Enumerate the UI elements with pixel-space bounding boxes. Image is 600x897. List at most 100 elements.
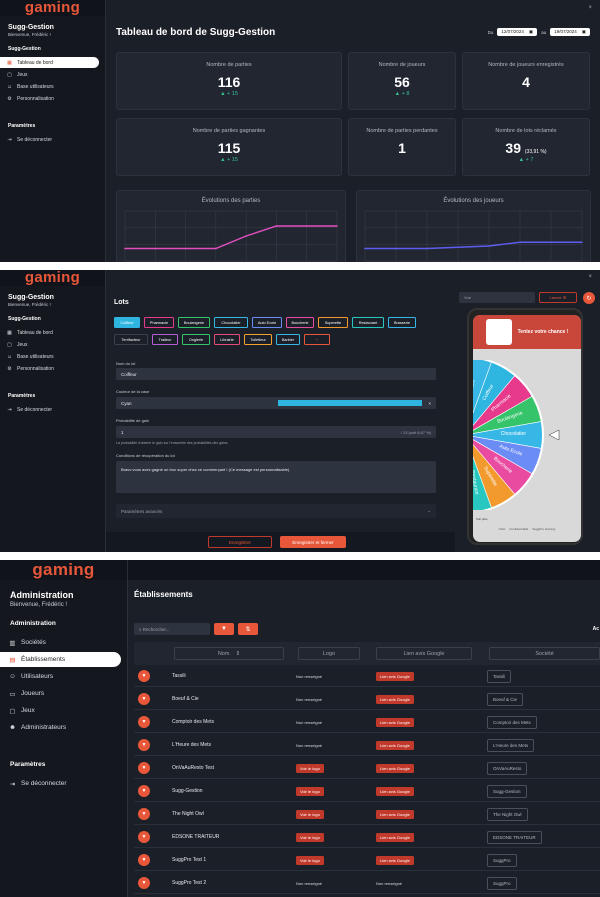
table-row[interactable]: ▼ L'Heure des Mets Non renseigné Lien avis … <box>134 735 600 756</box>
advanced-toggle[interactable]: Paramètres avancés ⌄ <box>116 504 436 518</box>
expand-icon[interactable]: ▼ <box>138 670 150 682</box>
lot-chip[interactable]: Terrifacteur <box>114 334 148 345</box>
col-header-google[interactable]: Lien avis Google <box>376 647 472 660</box>
footer-link[interactable]: SuggPro Gaming <box>532 527 556 531</box>
table-row[interactable]: ▼ EDSONE TRAITEUR Voir le logo Lien avis Go… <box>134 827 600 848</box>
table-row[interactable]: ▼ SuggPro Test 1 Voir le logo Lien avis Goo… <box>134 850 600 871</box>
sidebar-item-users[interactable]: ☺ Base utilisateurs <box>0 81 105 92</box>
lot-chip[interactable]: Pharmacie <box>144 317 174 328</box>
date-to-input[interactable]: 19/07/2024 ▣ <box>550 28 590 36</box>
sidebar-item-users[interactable]: ☺ Base utilisateurs <box>0 351 105 362</box>
sort-button[interactable]: ⇅ <box>238 623 258 635</box>
col-header-logo[interactable]: Logo <box>298 647 360 660</box>
table-row[interactable]: ▼ Comptoir des Mets Non renseigné Lien avis… <box>134 712 600 733</box>
lot-chip[interactable]: Toiletteur <box>244 334 272 345</box>
sidebar-item-players[interactable]: ▭ Joueurs <box>0 686 127 701</box>
lot-chip[interactable]: Brasserie <box>388 317 416 328</box>
lot-chip[interactable]: Superette <box>318 317 348 328</box>
lot-chip[interactable]: Onglerie <box>182 334 210 345</box>
row-company[interactable]: Tassili <box>487 669 512 683</box>
expand-icon[interactable]: ▼ <box>138 785 150 797</box>
expand-icon[interactable]: ▼ <box>138 739 150 751</box>
lot-chip[interactable]: Auto Ecole <box>252 317 282 328</box>
expand-icon[interactable]: ▼ <box>138 831 150 843</box>
row-google-link[interactable]: Lien avis Google <box>376 717 414 727</box>
row-company[interactable]: L'Heure des Mets <box>487 738 535 752</box>
lot-chip[interactable]: Librairie <box>214 334 240 345</box>
sidebar-item-games[interactable]: ▢ Jeux <box>0 69 105 80</box>
row-company[interactable]: SuggPro <box>487 876 517 890</box>
sidebar-item-dashboard[interactable]: ▦ Tableau de bord <box>0 57 99 68</box>
logout-link[interactable]: ⇥ Se déconnecter <box>0 776 127 791</box>
sidebar-item-companies[interactable]: ▥ Sociétés <box>0 635 127 650</box>
close-icon[interactable]: × <box>588 274 592 280</box>
expand-icon[interactable]: ▼ <box>138 716 150 728</box>
logout-link[interactable]: ⇥ Se déconnecter <box>0 404 105 415</box>
lot-chip[interactable]: Barbier <box>276 334 300 345</box>
row-google-link[interactable]: Lien avis Google <box>376 671 414 681</box>
expand-icon[interactable]: ▼ <box>138 762 150 774</box>
row-google-link[interactable]: Lien avis Google <box>376 809 414 819</box>
row-logo-link[interactable]: Voir le logo <box>296 809 324 819</box>
save-close-button[interactable]: Enregistrer et fermer <box>280 536 346 548</box>
sidebar-item-establishments[interactable]: ▤ Établissements <box>0 652 121 667</box>
row-google-link[interactable]: Lien avis Google <box>376 740 414 750</box>
sidebar-item-admins[interactable]: ☻ Administrateurs <box>0 720 127 735</box>
sidebar-item-customization[interactable]: ⚙ Personnalisation <box>0 93 105 104</box>
footer-link[interactable]: CGU <box>498 527 506 531</box>
refresh-icon[interactable]: ↻ <box>583 292 595 304</box>
cond-textarea[interactable]: Bravo vous avez gagné un truc super chez… <box>116 461 436 493</box>
table-row[interactable]: ▼ OnVaAuResto Test Voir le logo Lien avis G… <box>134 758 600 779</box>
lot-chip[interactable]: Traiteur <box>152 334 178 345</box>
row-company[interactable]: Sugg-Gestion <box>487 784 527 798</box>
search-input[interactable]: ⌕ Rechercher... <box>134 623 210 635</box>
lot-chip[interactable]: Boulangerie <box>178 317 210 328</box>
table-row[interactable]: ▼ The Night Owl Voir le logo Lien avis Goog… <box>134 804 600 825</box>
row-company[interactable]: Boeuf & Cie <box>487 692 524 706</box>
preview-launch-button[interactable]: Lancer ⚙ <box>539 292 577 303</box>
footer-link[interactable]: Confidentialité <box>509 527 529 531</box>
sidebar-item-users[interactable]: ☺ Utilisateurs <box>0 669 127 684</box>
row-logo-link[interactable]: Voir le logo <box>296 763 324 773</box>
row-google-link[interactable]: Lien avis Google <box>376 694 414 704</box>
row-company[interactable]: The Night Owl <box>487 807 528 821</box>
preview-input[interactable]: Vue <box>459 292 535 303</box>
expand-icon[interactable]: ▼ <box>138 877 150 889</box>
sidebar-item-customization[interactable]: ⚙ Personnalisation <box>0 363 105 374</box>
filter-button[interactable]: ▼ <box>214 623 234 635</box>
clear-icon[interactable]: × <box>428 400 431 406</box>
lot-chip[interactable]: Chocolatier <box>214 317 248 328</box>
expand-icon[interactable]: ▼ <box>138 693 150 705</box>
save-button[interactable]: Enregistrer <box>208 536 272 548</box>
lot-chip[interactable]: + <box>304 334 330 345</box>
table-row[interactable]: ▼ Sugg-Gestion Voir le logo Lien avis Googl… <box>134 781 600 802</box>
table-row[interactable]: ▼ SuggPro Test 2 Non renseigné Non renseign… <box>134 873 600 894</box>
row-logo-link[interactable]: Voir le logo <box>296 855 324 865</box>
sidebar-item-dashboard[interactable]: ▦ Tableau de bord <box>0 327 105 338</box>
row-logo-link[interactable]: Voir le logo <box>296 832 324 842</box>
table-row[interactable]: ▼ Boeuf & Cie Non renseigné Lien avis Googl… <box>134 689 600 710</box>
lot-chip[interactable]: Coiffeur <box>114 317 140 328</box>
row-google-link[interactable]: Lien avis Google <box>376 832 414 842</box>
close-icon[interactable]: × <box>588 5 592 11</box>
row-company[interactable]: EDSONE TRAITEUR <box>487 830 542 844</box>
lot-chip[interactable]: Boucherie <box>286 317 314 328</box>
sidebar-item-games[interactable]: ▢ Jeux <box>0 703 127 718</box>
lot-chip[interactable]: Restaurant <box>352 317 384 328</box>
color-select[interactable]: Cyan × <box>116 397 436 409</box>
col-header-company[interactable]: Société <box>489 647 600 660</box>
logout-link[interactable]: ⇥ Se déconnecter <box>0 134 105 145</box>
sidebar-item-games[interactable]: ▢ Jeux <box>0 339 105 350</box>
col-header-name[interactable]: Nom ⇕ <box>174 647 284 660</box>
table-row[interactable]: ▼ Tassili Non renseigné Lien avis Google Tas… <box>134 666 600 687</box>
row-company[interactable]: SuggPro <box>487 853 517 867</box>
expand-icon[interactable]: ▼ <box>138 808 150 820</box>
row-google-link[interactable]: Lien avis Google <box>376 786 414 796</box>
row-logo-link[interactable]: Voir le logo <box>296 786 324 796</box>
row-google-link[interactable]: Lien avis Google <box>376 855 414 865</box>
prob-input[interactable]: 1 / 13 (soit 6,67 %) <box>116 426 436 438</box>
row-company[interactable]: Comptoir des Mets <box>487 715 537 729</box>
row-company[interactable]: OnVaAuResto <box>487 761 528 775</box>
expand-icon[interactable]: ▼ <box>138 854 150 866</box>
name-input[interactable]: Coiffeur <box>116 368 436 380</box>
